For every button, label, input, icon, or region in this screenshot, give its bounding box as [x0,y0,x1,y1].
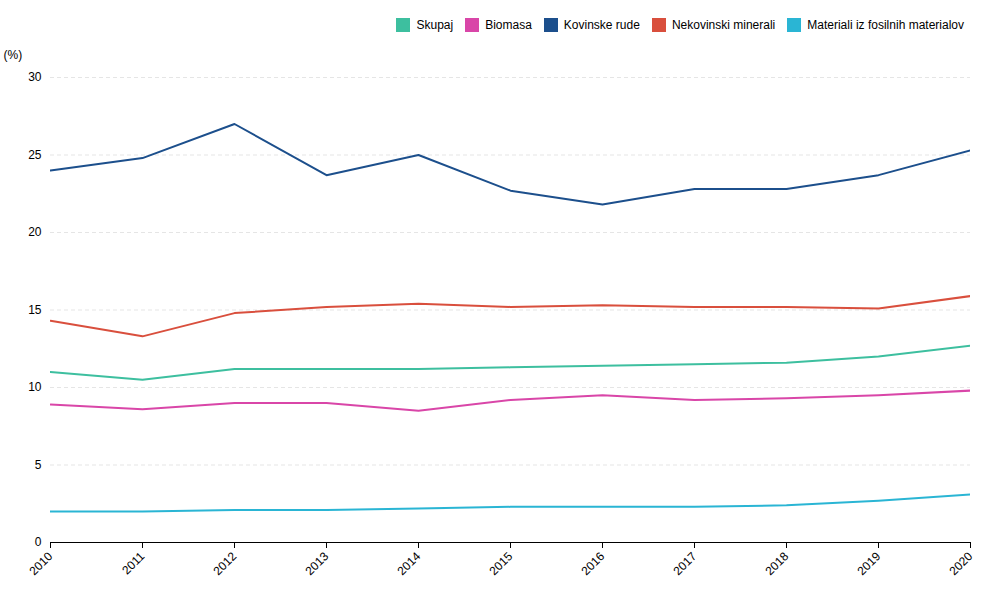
svg-text:2016: 2016 [579,549,608,578]
html-text:Materiali iz fosilnih material: Materiali iz fosilnih materialov [807,17,964,32]
svg-text:2017: 2017 [671,549,700,578]
svg-text:30: 30 [28,70,42,84]
svg-text:2020: 2020 [947,549,976,578]
svg-text:25: 25 [28,148,42,162]
svg-text:2011: 2011 [119,549,147,577]
svg-text:(%): (%) [4,48,23,62]
svg-text:2014: 2014 [395,549,424,578]
html-text:Nekovinski minerali: Nekovinski minerali [671,17,776,32]
svg-text:2015: 2015 [487,549,516,578]
svg-text:10: 10 [28,380,42,394]
svg-text:15: 15 [28,303,42,317]
svg-text:20: 20 [28,225,42,239]
svg-text:2013: 2013 [303,549,332,578]
svg-text:2018: 2018 [763,549,792,578]
svg-text:5: 5 [35,458,42,472]
html-text:Skupaj: Skupaj [416,17,454,32]
html-text:Kovinske rude: Kovinske rude [563,17,640,32]
svg-text:0: 0 [35,535,42,549]
svg-text:2010: 2010 [27,549,56,578]
html-text:Biomasa: Biomasa [485,17,532,32]
svg-text:2019: 2019 [855,549,884,578]
svg-text:2012: 2012 [211,549,240,578]
